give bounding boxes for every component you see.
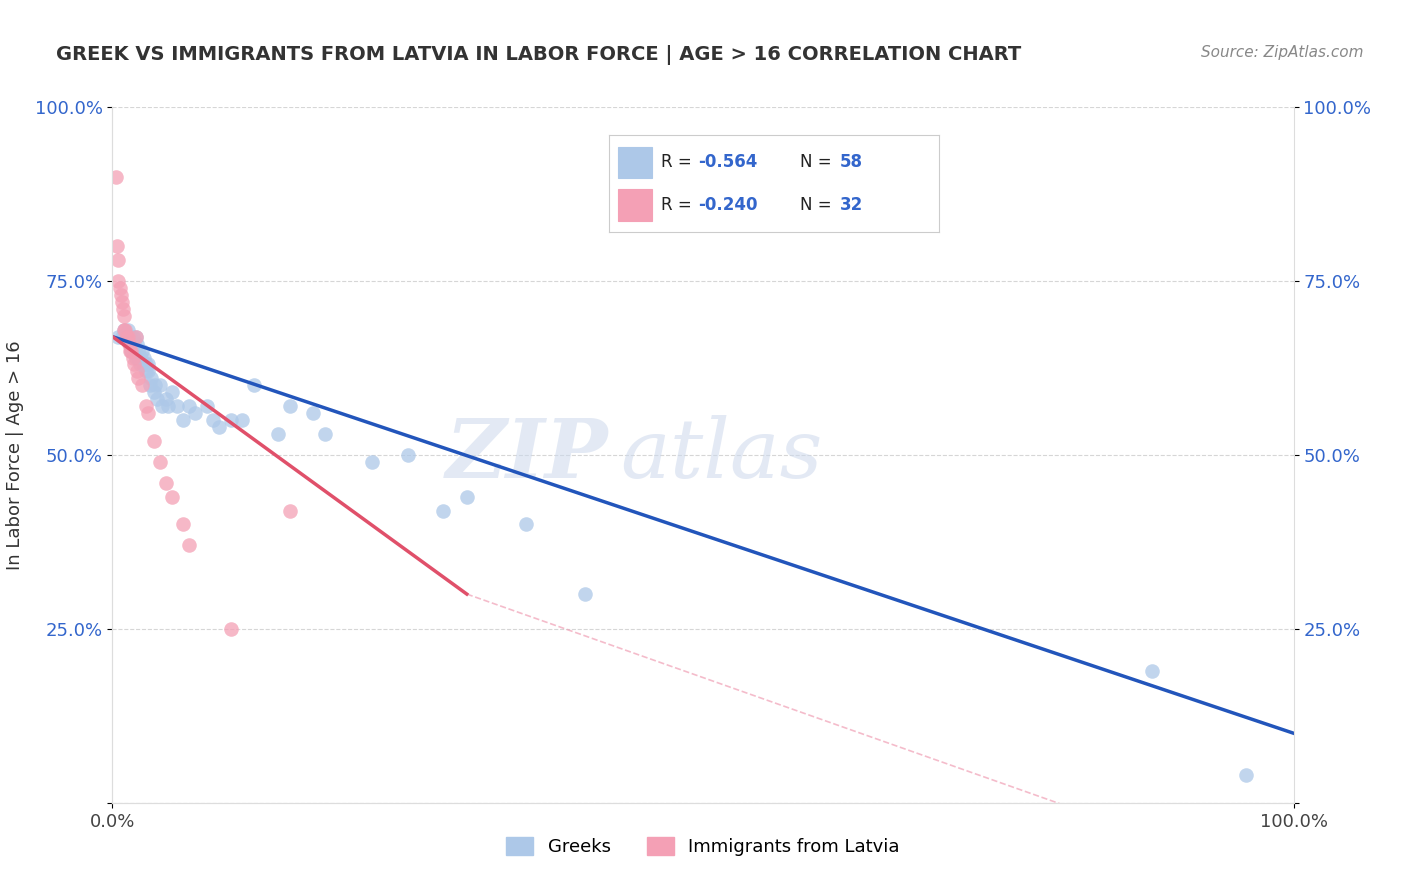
Point [115,329,138,343]
Point [219,413,242,427]
Point [149,455,172,469]
Point [314,427,336,442]
Point [179,399,201,413]
Point [208,420,231,434]
Point [160,490,183,504]
Point [120,336,142,351]
Point [172,517,194,532]
Text: atlas: atlas [620,415,823,495]
Point [112,301,135,316]
Point [118,336,141,351]
Point [120,343,142,358]
Point [107,274,129,288]
Point [124,343,146,358]
Point [166,399,188,413]
Point [278,399,301,413]
Point [146,392,169,407]
Point [108,281,131,295]
Point [127,371,149,385]
Point [142,434,165,448]
Point [195,399,218,413]
Point [515,517,537,532]
Text: ZIP: ZIP [446,415,609,495]
Point [1140,664,1163,678]
Point [112,323,135,337]
Point [127,343,149,358]
Point [243,378,266,392]
Point [120,343,142,358]
Point [156,399,179,413]
Point [112,329,135,343]
Point [134,351,156,365]
Point [125,329,148,343]
Point [574,587,596,601]
Point [267,427,290,442]
Point [143,378,166,392]
Point [136,406,159,420]
Point [456,490,478,504]
Point [115,329,138,343]
Point [150,399,173,413]
Point [396,448,419,462]
Point [125,351,148,365]
Point [132,358,155,372]
Point [112,309,135,323]
Point [135,399,157,413]
Point [155,392,177,407]
Point [184,406,207,420]
Y-axis label: In Labor Force | Age > 16: In Labor Force | Age > 16 [6,340,24,570]
Text: Source: ZipAtlas.com: Source: ZipAtlas.com [1201,45,1364,60]
Legend: Greeks, Immigrants from Latvia: Greeks, Immigrants from Latvia [499,830,907,863]
Point [122,358,145,372]
Point [179,538,201,552]
Point [112,323,135,337]
Point [111,329,134,343]
Point [1234,768,1257,782]
Point [219,622,242,636]
Point [128,358,150,372]
Point [231,413,253,427]
Point [139,378,162,392]
Point [105,239,128,253]
Point [160,385,183,400]
Point [120,329,142,343]
Point [111,294,134,309]
Point [172,413,194,427]
Point [107,253,129,268]
Point [302,406,325,420]
Point [120,343,142,358]
Point [141,371,163,385]
Point [105,169,128,184]
Point [117,329,139,343]
Point [201,413,224,427]
Point [129,351,152,365]
Point [149,378,172,392]
Point [278,503,301,517]
Point [136,364,159,378]
Point [135,358,157,372]
Point [127,364,149,378]
Point [117,323,139,337]
Point [131,378,153,392]
Point [125,329,148,343]
Text: GREEK VS IMMIGRANTS FROM LATVIA IN LABOR FORCE | AGE > 16 CORRELATION CHART: GREEK VS IMMIGRANTS FROM LATVIA IN LABOR… [56,45,1022,64]
Point [155,475,177,490]
Point [114,323,136,337]
Point [121,329,143,343]
Point [135,364,157,378]
Point [136,358,159,372]
Point [127,351,149,365]
Point [107,329,129,343]
Point [122,336,145,351]
Point [131,343,153,358]
Point [110,288,132,302]
Point [432,503,454,517]
Point [121,351,143,365]
Point [361,455,384,469]
Point [127,336,149,351]
Point [142,385,165,400]
